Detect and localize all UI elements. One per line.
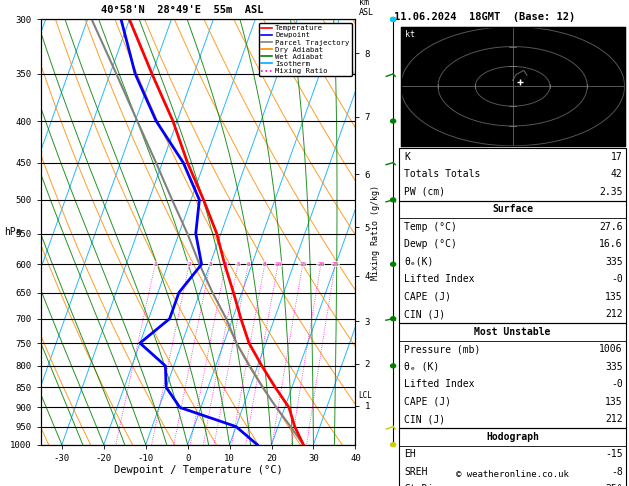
Text: -0: -0 (611, 380, 623, 389)
Text: Totals Totals: Totals Totals (404, 170, 481, 179)
Text: 2: 2 (187, 262, 191, 267)
Text: Most Unstable: Most Unstable (474, 327, 551, 337)
Text: CIN (J): CIN (J) (404, 310, 445, 319)
Text: 5: 5 (236, 262, 240, 267)
Text: 4: 4 (224, 262, 228, 267)
Text: Dewp (°C): Dewp (°C) (404, 240, 457, 249)
X-axis label: Dewpoint / Temperature (°C): Dewpoint / Temperature (°C) (114, 466, 282, 475)
Text: 1: 1 (153, 262, 157, 267)
Text: 135: 135 (605, 292, 623, 302)
Text: Surface: Surface (492, 205, 533, 214)
Text: K: K (404, 152, 410, 162)
Text: 15: 15 (299, 262, 306, 267)
Text: 11.06.2024  18GMT  (Base: 12): 11.06.2024 18GMT (Base: 12) (394, 12, 575, 22)
Text: Hodograph: Hodograph (486, 432, 539, 442)
Text: 40°58'N  28°49'E  55m  ASL: 40°58'N 28°49'E 55m ASL (101, 4, 264, 15)
Text: -8: -8 (611, 467, 623, 477)
Text: 25: 25 (331, 262, 339, 267)
Text: PW (cm): PW (cm) (404, 187, 445, 197)
Text: 135: 135 (605, 397, 623, 407)
Text: 1006: 1006 (599, 345, 623, 354)
Text: LCL: LCL (359, 391, 372, 400)
Text: 25°: 25° (605, 485, 623, 486)
Text: 335: 335 (605, 362, 623, 372)
Text: 16.6: 16.6 (599, 240, 623, 249)
Text: SREH: SREH (404, 467, 428, 477)
Text: Pressure (mb): Pressure (mb) (404, 345, 481, 354)
Text: 8: 8 (263, 262, 267, 267)
Text: 10: 10 (274, 262, 282, 267)
Text: © weatheronline.co.uk: © weatheronline.co.uk (456, 469, 569, 479)
Text: 335: 335 (605, 257, 623, 267)
Text: Lifted Index: Lifted Index (404, 275, 475, 284)
Text: kt: kt (405, 30, 415, 39)
Text: CAPE (J): CAPE (J) (404, 292, 452, 302)
Text: 6: 6 (247, 262, 250, 267)
Text: Mixing Ratio (g/kg): Mixing Ratio (g/kg) (371, 185, 380, 279)
Text: CAPE (J): CAPE (J) (404, 397, 452, 407)
Text: EH: EH (404, 450, 416, 459)
Text: StmDir: StmDir (404, 485, 440, 486)
Text: 212: 212 (605, 310, 623, 319)
Text: 42: 42 (611, 170, 623, 179)
Text: -15: -15 (605, 450, 623, 459)
Text: CIN (J): CIN (J) (404, 415, 445, 424)
Text: km
ASL: km ASL (359, 0, 374, 17)
Legend: Temperature, Dewpoint, Parcel Trajectory, Dry Adiabat, Wet Adiabat, Isotherm, Mi: Temperature, Dewpoint, Parcel Trajectory… (259, 23, 352, 76)
Text: θₑ(K): θₑ(K) (404, 257, 434, 267)
Text: θₑ (K): θₑ (K) (404, 362, 440, 372)
Text: 2.35: 2.35 (599, 187, 623, 197)
Text: Lifted Index: Lifted Index (404, 380, 475, 389)
Text: 17: 17 (611, 152, 623, 162)
Text: 3: 3 (208, 262, 212, 267)
Text: -0: -0 (611, 275, 623, 284)
Text: 20: 20 (317, 262, 325, 267)
Text: Temp (°C): Temp (°C) (404, 222, 457, 232)
Text: hPa: hPa (4, 227, 21, 237)
Text: 27.6: 27.6 (599, 222, 623, 232)
Text: 212: 212 (605, 415, 623, 424)
